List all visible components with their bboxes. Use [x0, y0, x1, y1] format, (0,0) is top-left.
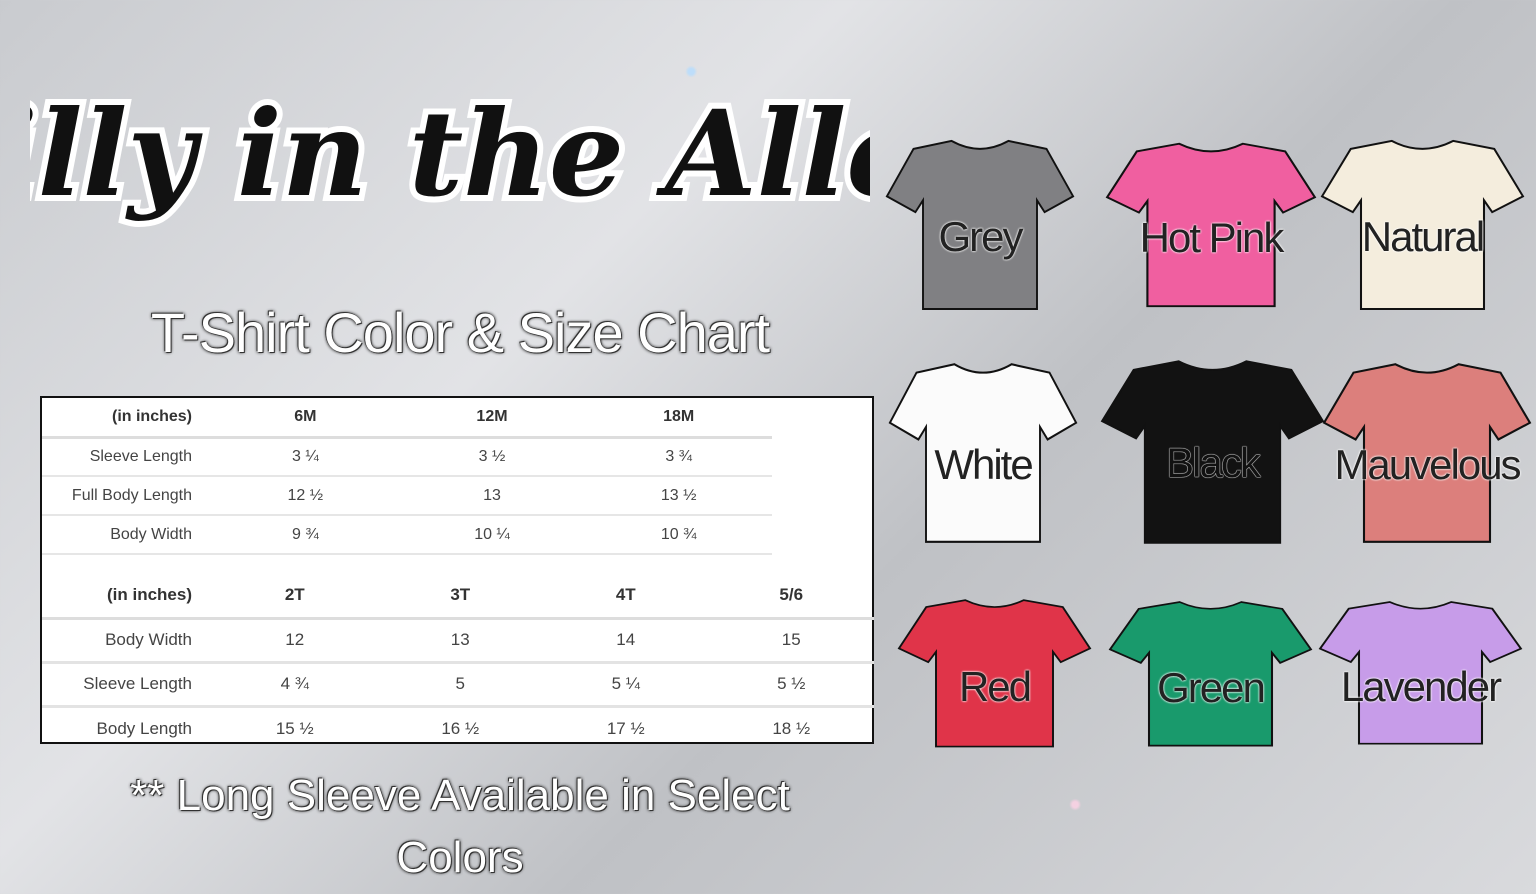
cell: 4 ¾: [280, 674, 309, 693]
color-label: Hot Pink: [1139, 213, 1285, 261]
shirt-swatch-black: Black: [1100, 355, 1325, 547]
row-label: Full Body Length: [71, 486, 192, 504]
cell: 16 ½: [441, 718, 480, 738]
tshirt-icon: [1320, 139, 1525, 311]
cell: 18 ½: [772, 718, 811, 738]
shirt-swatch-lavender: Lavender: [1318, 597, 1523, 747]
header-cell: 18M: [663, 407, 695, 425]
color-label: Black: [1166, 439, 1261, 487]
table-row: Body Length 15 ½ 16 ½ 17 ½ 18 ½: [42, 706, 874, 750]
cell: 5: [455, 674, 465, 693]
infant-size-table: (in inches) 6M 12M 18M Sleeve Length 3 ¼ 3…: [42, 398, 772, 555]
toddler-size-table: (in inches) 2T 3T 4T 5/6 Body Width 12 13 1…: [42, 574, 874, 750]
cell: 10 ¼: [474, 525, 510, 543]
cell: 14: [616, 630, 636, 649]
color-label: Green: [1157, 663, 1266, 711]
header-cell: 6M: [294, 407, 317, 425]
svg-text:Lilly in the Alley: Lilly in the Alley: [30, 84, 870, 223]
header-cell: 12M: [476, 407, 508, 425]
tshirt-icon: [1100, 360, 1325, 544]
tshirt-icon: [1108, 601, 1313, 747]
tshirt-icon: [897, 599, 1092, 748]
cell: 3 ¼: [291, 447, 319, 465]
table-header-row: (in inches) 6M 12M 18M: [42, 398, 772, 437]
color-label: White: [934, 440, 1033, 488]
cell: 13 ½: [660, 486, 697, 504]
header-cell: (in inches): [111, 407, 192, 425]
row-label: Body Width: [110, 525, 192, 543]
table-row: Full Body Length 12 ½ 13 13 ½: [42, 476, 772, 515]
brand-logo: Lilly in the Alley: [30, 78, 870, 229]
cell: 13: [450, 630, 470, 649]
long-sleeve-note: ** Long Sleeve Available in Select Color…: [130, 771, 790, 882]
cell: 10 ¾: [660, 525, 697, 543]
header-cell: (in inches): [106, 585, 192, 605]
color-label: Red: [958, 663, 1032, 711]
shirt-swatch-grey: Grey: [885, 135, 1075, 313]
tshirt-icon: [888, 363, 1078, 543]
shirt-swatch-hot-pink: Hot Pink: [1105, 138, 1317, 310]
cell: 3 ½: [478, 447, 506, 465]
shirt-swatch-white: White: [888, 358, 1078, 546]
table-row: Body Width 12 13 14 15: [42, 618, 874, 662]
row-label: Body Width: [105, 630, 192, 649]
cell: 15 ½: [275, 718, 314, 738]
page-subtitle: T-Shirt Color & Size Chart: [150, 301, 770, 364]
cell: 9 ¾: [291, 525, 319, 543]
table-header-row: (in inches) 2T 3T 4T 5/6: [42, 574, 874, 618]
row-label: Sleeve Length: [89, 447, 192, 465]
shirt-swatch-mauvelous: Mauvelous: [1322, 358, 1532, 546]
color-label: Grey: [938, 213, 1023, 261]
shirt-swatch-red: Red: [897, 595, 1092, 750]
table-row: Sleeve Length 3 ¼ 3 ½ 3 ¾: [42, 437, 772, 476]
cell: 15: [781, 630, 801, 649]
table-row: Sleeve Length 4 ¾ 5 5 ¼ 5 ½: [42, 662, 874, 706]
header-cell: 4T: [615, 585, 636, 605]
color-label: Mauvelous: [1334, 440, 1521, 488]
tshirt-icon: [1322, 363, 1532, 543]
shirt-swatch-natural: Natural: [1320, 135, 1525, 313]
tshirt-icon: [1105, 142, 1317, 308]
cell: 13: [483, 486, 501, 504]
cell: 5 ¼: [611, 674, 640, 693]
size-chart: (in inches) 6M 12M 18M Sleeve Length 3 ¼ 3…: [40, 396, 874, 744]
cell: 5 ½: [777, 674, 806, 693]
row-label: Sleeve Length: [83, 674, 192, 693]
cell: 17 ½: [606, 718, 645, 738]
table-row: Body Width 9 ¾ 10 ¼ 10 ¾: [42, 515, 772, 554]
header-cell: 5/6: [779, 585, 804, 605]
tshirt-icon: [885, 139, 1075, 311]
shirt-swatch-green: Green: [1108, 597, 1313, 749]
tshirt-icon: [1318, 601, 1523, 745]
header-cell: 3T: [450, 585, 471, 605]
row-label: Body Length: [96, 718, 192, 738]
cell: 12: [285, 630, 305, 649]
cell: 3 ¾: [665, 447, 692, 465]
header-cell: 2T: [284, 585, 305, 605]
color-label: Natural: [1361, 213, 1485, 261]
cell: 12 ½: [287, 486, 324, 504]
color-label: Lavender: [1340, 663, 1502, 710]
